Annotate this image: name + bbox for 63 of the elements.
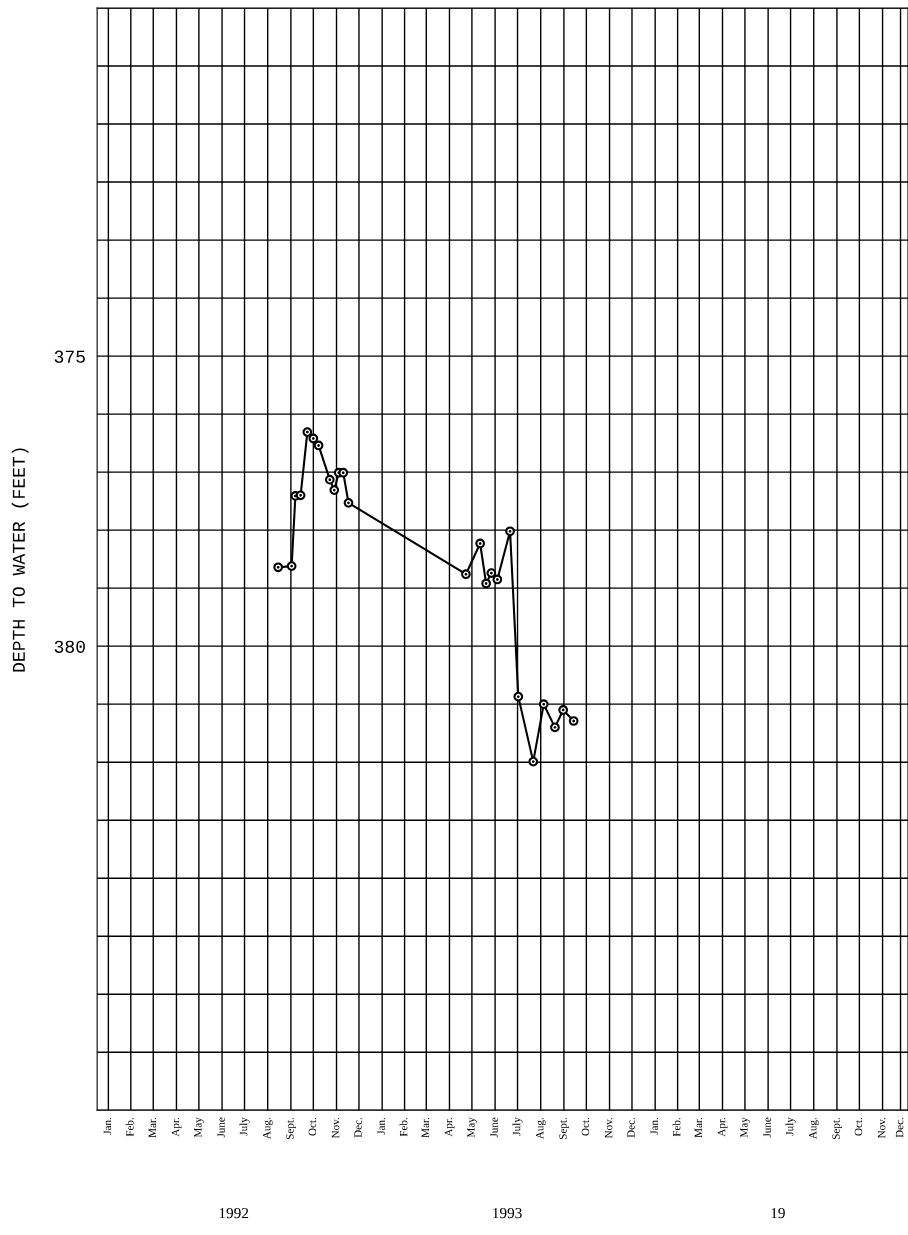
x-tick-label: June (217, 1117, 225, 1138)
x-tick-label: May (194, 1117, 204, 1138)
x-tick-label: Mar. (421, 1117, 430, 1138)
x-tick-label: June (490, 1117, 498, 1138)
x-tick-label: Jan. (650, 1117, 658, 1135)
point (295, 490, 306, 501)
point (568, 716, 579, 726)
point (324, 474, 335, 485)
x-tick-label: Sept. (286, 1117, 296, 1139)
point (308, 433, 319, 444)
point (338, 467, 349, 478)
point (492, 574, 503, 585)
y-tick-label: 380 (54, 640, 85, 653)
text: 1992 (219, 1207, 249, 1219)
text: 1993 (493, 1207, 522, 1219)
point (313, 440, 324, 451)
point (550, 722, 560, 733)
x-tick-label: Mar. (148, 1117, 157, 1138)
x-tick-label: Feb. (399, 1117, 408, 1137)
x-tick-label: Apr. (444, 1117, 455, 1137)
x-tick-label: Nov. (877, 1117, 886, 1139)
point (486, 568, 497, 578)
x-tick-label: Oct. (308, 1117, 317, 1136)
text: 19 (771, 1207, 785, 1219)
x-tick-label: May (467, 1117, 477, 1138)
x-tick-label: Aug. (809, 1117, 819, 1140)
x-tick-label: June (763, 1117, 771, 1138)
point (286, 561, 297, 571)
x-tick-label: July (512, 1117, 523, 1136)
y-axis-title: DEPTH TO WATER (FEET) (11, 448, 29, 672)
x-tick-label: Oct. (854, 1117, 863, 1136)
point (475, 538, 485, 549)
x-tick-label: July (785, 1117, 796, 1136)
x-tick-label: Dec. (895, 1117, 904, 1138)
x-tick-label: Sept. (559, 1117, 569, 1139)
x-tick-label: Jan. (377, 1117, 385, 1135)
x-tick-label: Sept. (832, 1117, 842, 1139)
x-tick-label: Oct. (581, 1117, 590, 1136)
x-tick-label: Mar. (694, 1117, 703, 1138)
x-tick-label: Nov. (604, 1117, 613, 1139)
x-tick-label: Nov. (331, 1117, 340, 1139)
x-tick-label: Aug. (263, 1117, 273, 1140)
x-tick-label: May (740, 1117, 750, 1138)
point (505, 526, 515, 537)
point (538, 699, 549, 710)
y-tick-label: 375 (54, 350, 85, 363)
x-tick-label: Aug. (536, 1117, 546, 1140)
x-tick-label: Dec. (354, 1117, 362, 1138)
point (461, 569, 471, 580)
x-tick-label: Apr. (171, 1117, 182, 1137)
x-tick-label: Feb. (672, 1117, 681, 1137)
point (343, 498, 354, 508)
x-tick-label: Apr. (717, 1117, 728, 1137)
x-tick-label: July (239, 1117, 250, 1136)
point (481, 578, 491, 589)
point (528, 756, 539, 767)
point (329, 485, 340, 495)
x-tick-label: Jan. (103, 1117, 112, 1135)
point (302, 427, 313, 437)
point (273, 562, 284, 573)
x-tick-label: Dec. (627, 1117, 635, 1138)
x-tick-label: Feb. (125, 1117, 134, 1137)
point (513, 691, 524, 702)
